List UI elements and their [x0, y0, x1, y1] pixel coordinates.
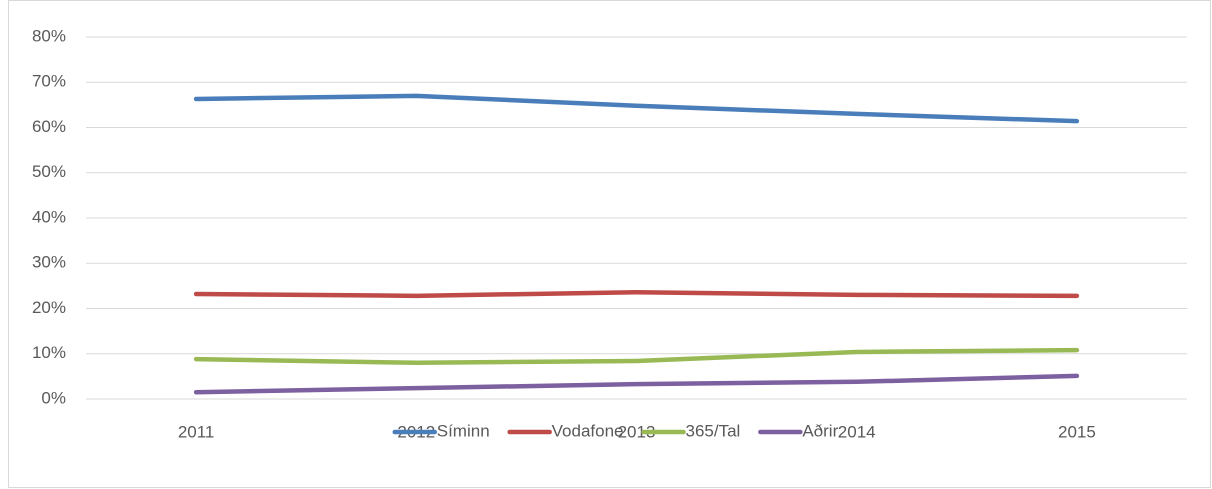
x-tick-label: 2015	[1058, 422, 1096, 441]
y-tick-label: 30%	[32, 253, 66, 272]
y-tick-label: 80%	[32, 26, 66, 45]
y-tick-label: 70%	[32, 72, 66, 91]
chart-border	[8, 0, 1211, 488]
series-line	[193, 347, 1080, 366]
series-line	[193, 93, 1080, 124]
legend-label: Síminn	[437, 421, 490, 440]
legend-label: Aðrir	[802, 421, 838, 440]
legend-label: 365/Tal	[686, 421, 741, 440]
x-tick-label: 2011	[178, 422, 215, 441]
legend-label: Vodafone	[552, 421, 624, 440]
y-tick-label: 0%	[41, 388, 66, 407]
y-tick-label: 60%	[32, 117, 66, 136]
series-line	[193, 289, 1080, 299]
y-tick-label: 10%	[32, 343, 66, 362]
y-tick-label: 20%	[32, 298, 66, 317]
y-tick-label: 50%	[32, 162, 66, 181]
series-line	[193, 373, 1080, 395]
x-tick-label: 2013	[618, 422, 656, 441]
y-tick-label: 40%	[32, 207, 66, 226]
x-tick-label: 2014	[838, 422, 876, 441]
